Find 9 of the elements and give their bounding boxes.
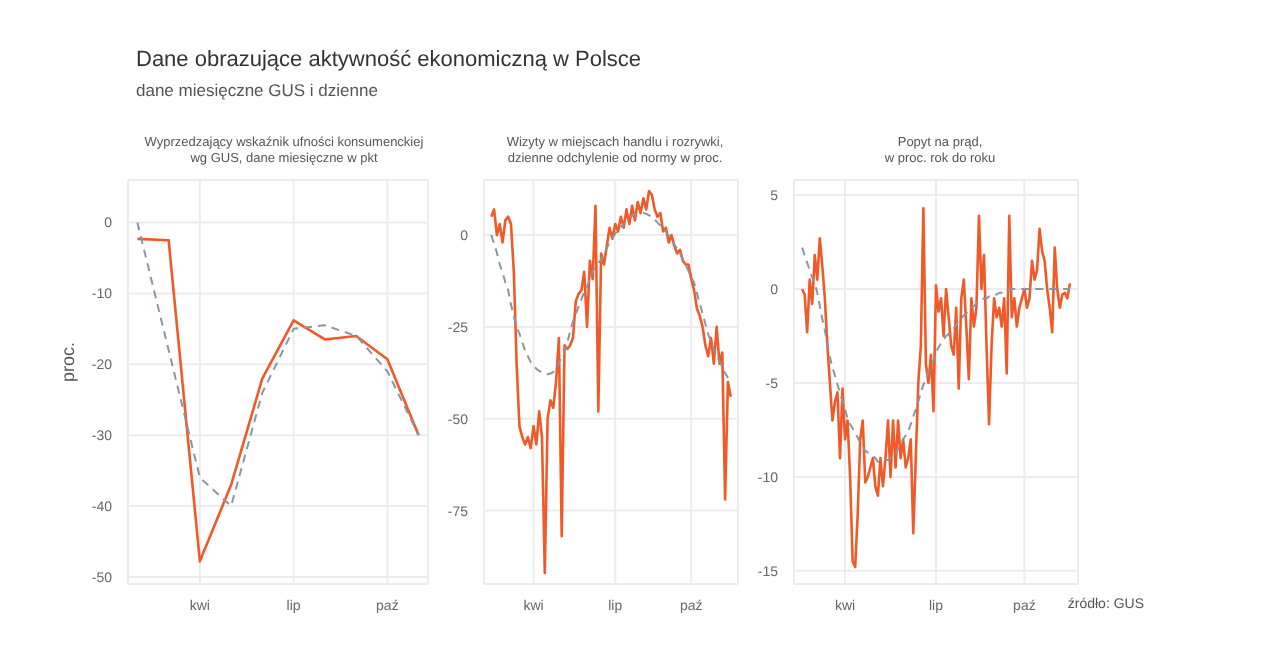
chart-title: Dane obrazujące aktywność ekonomiczną w Polsce [136,48,642,72]
line-series [489,189,733,575]
line-series [136,237,420,563]
line-series [801,246,1071,463]
chart-subtitle: dane miesięczne GUS i dzienne [136,80,378,100]
line-series [800,206,1072,569]
line-series [490,212,732,383]
line-series [136,221,420,508]
y-axis-title: proc. [58,341,79,382]
